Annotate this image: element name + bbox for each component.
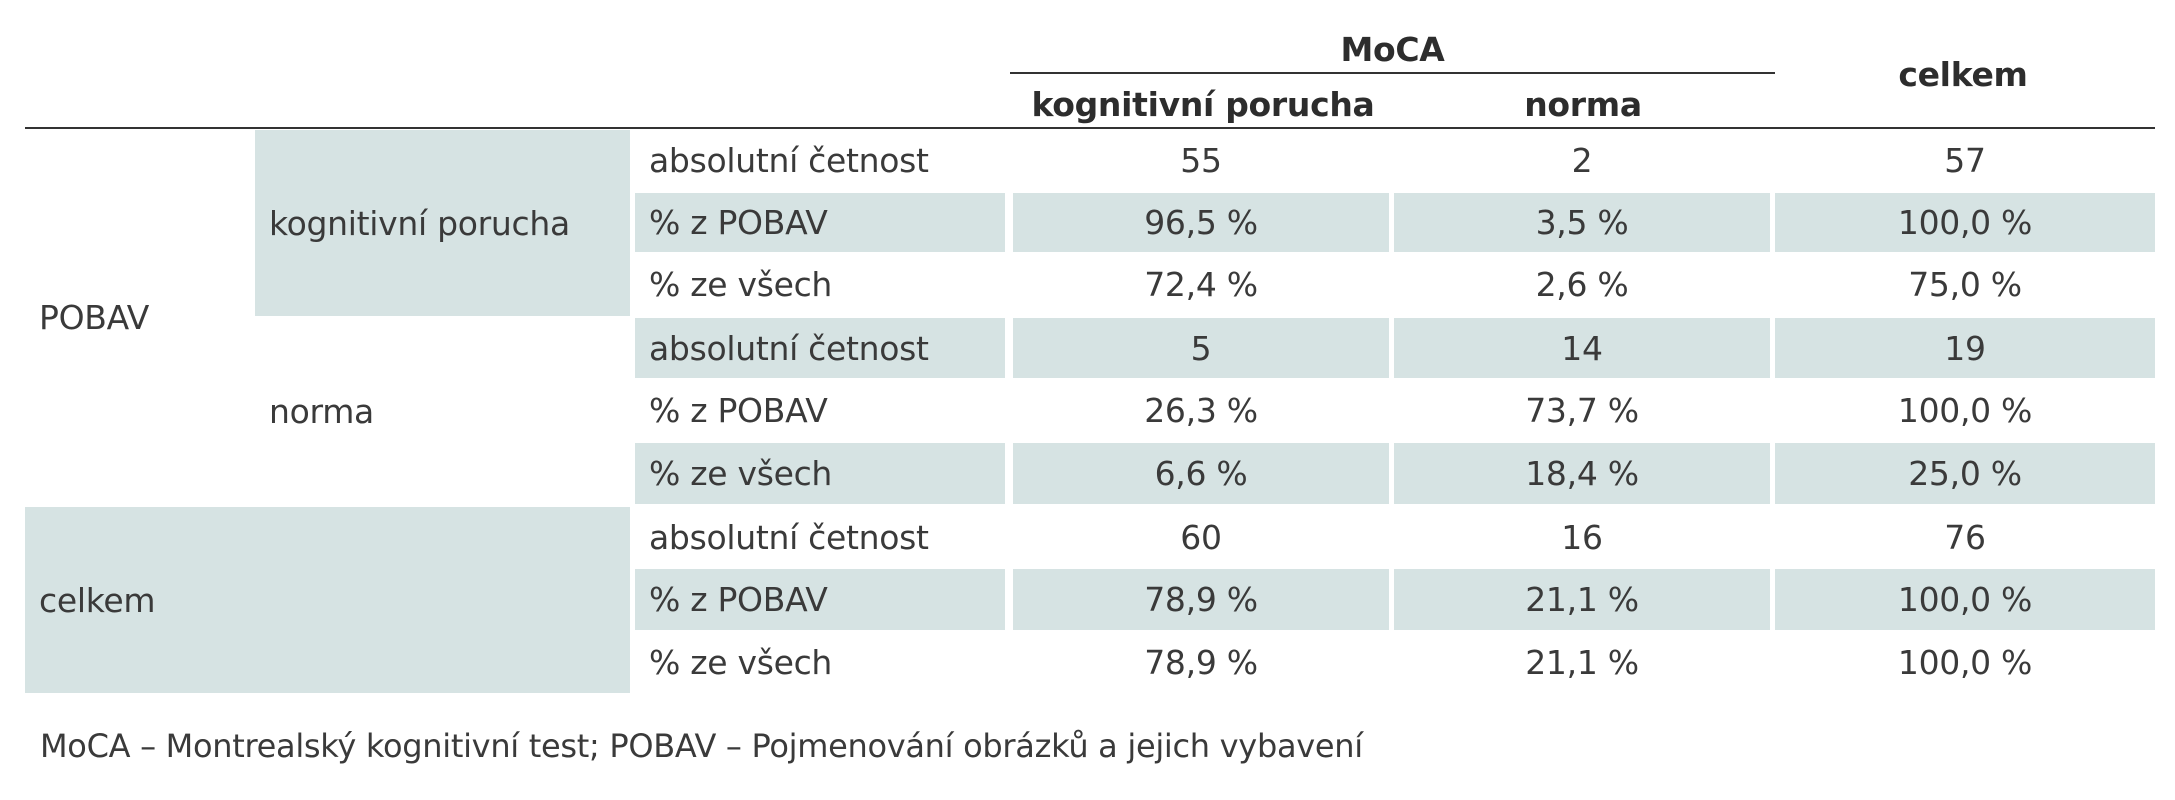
measure-label: % ze všech — [649, 643, 833, 682]
table-row: % z POBAV — [635, 569, 1005, 630]
measure-label: absolutní četnost — [649, 517, 929, 557]
table-row: % z POBAV — [635, 193, 1005, 252]
value: 60 — [1180, 517, 1222, 557]
value: 16 — [1561, 517, 1603, 557]
value: 21,1 % — [1525, 580, 1639, 619]
value: 73,7 % — [1525, 391, 1639, 430]
cell-norma: 14 — [1394, 318, 1770, 378]
cell-norma: 2,6 % — [1394, 254, 1770, 315]
header-col-norma: norma — [1524, 85, 1642, 124]
cell-kognitivni: 96,5 % — [1013, 193, 1389, 252]
header-bottom-rule — [25, 127, 2155, 129]
value: 100,0 % — [1897, 643, 2033, 682]
table-row: % z POBAV — [635, 380, 1005, 441]
table-row: absolutní četnost — [635, 318, 1005, 378]
cell-norma: 3,5 % — [1394, 193, 1770, 252]
value: 21,1 % — [1525, 643, 1639, 682]
measure-label: % ze všech — [649, 454, 833, 493]
measure-label: % ze všech — [649, 265, 833, 304]
value: 6,6 % — [1154, 454, 1248, 493]
measure-label: % z POBAV — [649, 580, 828, 619]
group-pobav-label: POBAV — [39, 298, 150, 337]
group-celkem: celkem — [25, 507, 630, 693]
value: 2,6 % — [1535, 265, 1629, 304]
table-row: % ze všech — [635, 632, 1005, 693]
group-celkem-label: celkem — [39, 580, 156, 620]
cell-norma: 2 — [1394, 130, 1770, 191]
value: 78,9 % — [1144, 580, 1258, 619]
cell-total: 25,0 % — [1775, 443, 2155, 504]
cell-total: 75,0 % — [1775, 254, 2155, 315]
cell-kognitivni: 55 — [1013, 130, 1389, 191]
value: 14 — [1561, 328, 1603, 368]
header-col-kognitivni-porucha: kognitivní porucha — [1031, 85, 1375, 124]
value: 76 — [1944, 517, 1986, 557]
cell-norma: 18,4 % — [1394, 443, 1770, 504]
cell-kognitivni: 72,4 % — [1013, 254, 1389, 315]
cell-total: 100,0 % — [1775, 569, 2155, 630]
cell-total: 19 — [1775, 318, 2155, 378]
value: 26,3 % — [1144, 391, 1258, 430]
cell-total: 100,0 % — [1775, 632, 2155, 693]
value: 57 — [1944, 141, 1986, 180]
measure-label: % z POBAV — [649, 391, 828, 430]
value: 25,0 % — [1908, 454, 2022, 493]
cell-norma: 16 — [1394, 507, 1770, 567]
value: 18,4 % — [1525, 454, 1639, 493]
value: 100,0 % — [1897, 203, 2033, 242]
value: 2 — [1571, 141, 1593, 180]
value: 78,9 % — [1144, 643, 1258, 682]
subgroup-norma: norma — [255, 318, 630, 504]
value: 100,0 % — [1897, 391, 2033, 430]
cell-kognitivni: 26,3 % — [1013, 380, 1389, 441]
subgroup-kognitivni-porucha-label: kognitivní porucha — [269, 203, 570, 243]
value: 75,0 % — [1908, 265, 2022, 304]
cell-kognitivni: 5 — [1013, 318, 1389, 378]
cell-total: 57 — [1775, 130, 2155, 191]
subgroup-norma-label: norma — [269, 391, 374, 431]
table-footnote: MoCA – Montrealský kognitivní test; POBA… — [40, 727, 1363, 765]
cell-kognitivni: 60 — [1013, 507, 1389, 567]
value: 3,5 % — [1535, 203, 1629, 242]
value: 19 — [1944, 328, 1986, 368]
cell-kognitivni: 6,6 % — [1013, 443, 1389, 504]
cell-kognitivni: 78,9 % — [1013, 569, 1389, 630]
table-row: % ze všech — [635, 254, 1005, 315]
cell-total: 100,0 % — [1775, 380, 2155, 441]
cell-total: 76 — [1775, 507, 2155, 567]
header-col-celkem: celkem — [1898, 55, 2028, 94]
moca-group-underline — [1010, 72, 1775, 74]
cell-total: 100,0 % — [1775, 193, 2155, 252]
cell-norma: 21,1 % — [1394, 569, 1770, 630]
group-pobav: POBAV — [25, 130, 255, 505]
table-row: absolutní četnost — [635, 130, 1005, 191]
value: 100,0 % — [1897, 580, 2033, 619]
cell-norma: 21,1 % — [1394, 632, 1770, 693]
moca-group-header: MoCA — [1340, 30, 1445, 69]
subgroup-kognitivni-porucha: kognitivní porucha — [255, 130, 630, 316]
cell-norma: 73,7 % — [1394, 380, 1770, 441]
value: 96,5 % — [1144, 203, 1258, 242]
cell-kognitivni: 78,9 % — [1013, 632, 1389, 693]
table-row: absolutní četnost — [635, 507, 1005, 567]
value: 72,4 % — [1144, 265, 1258, 304]
value: 5 — [1190, 328, 1212, 368]
measure-label: absolutní četnost — [649, 328, 929, 368]
value: 55 — [1180, 141, 1222, 180]
measure-label: % z POBAV — [649, 203, 828, 242]
table-row: % ze všech — [635, 443, 1005, 504]
measure-label: absolutní četnost — [649, 141, 929, 180]
